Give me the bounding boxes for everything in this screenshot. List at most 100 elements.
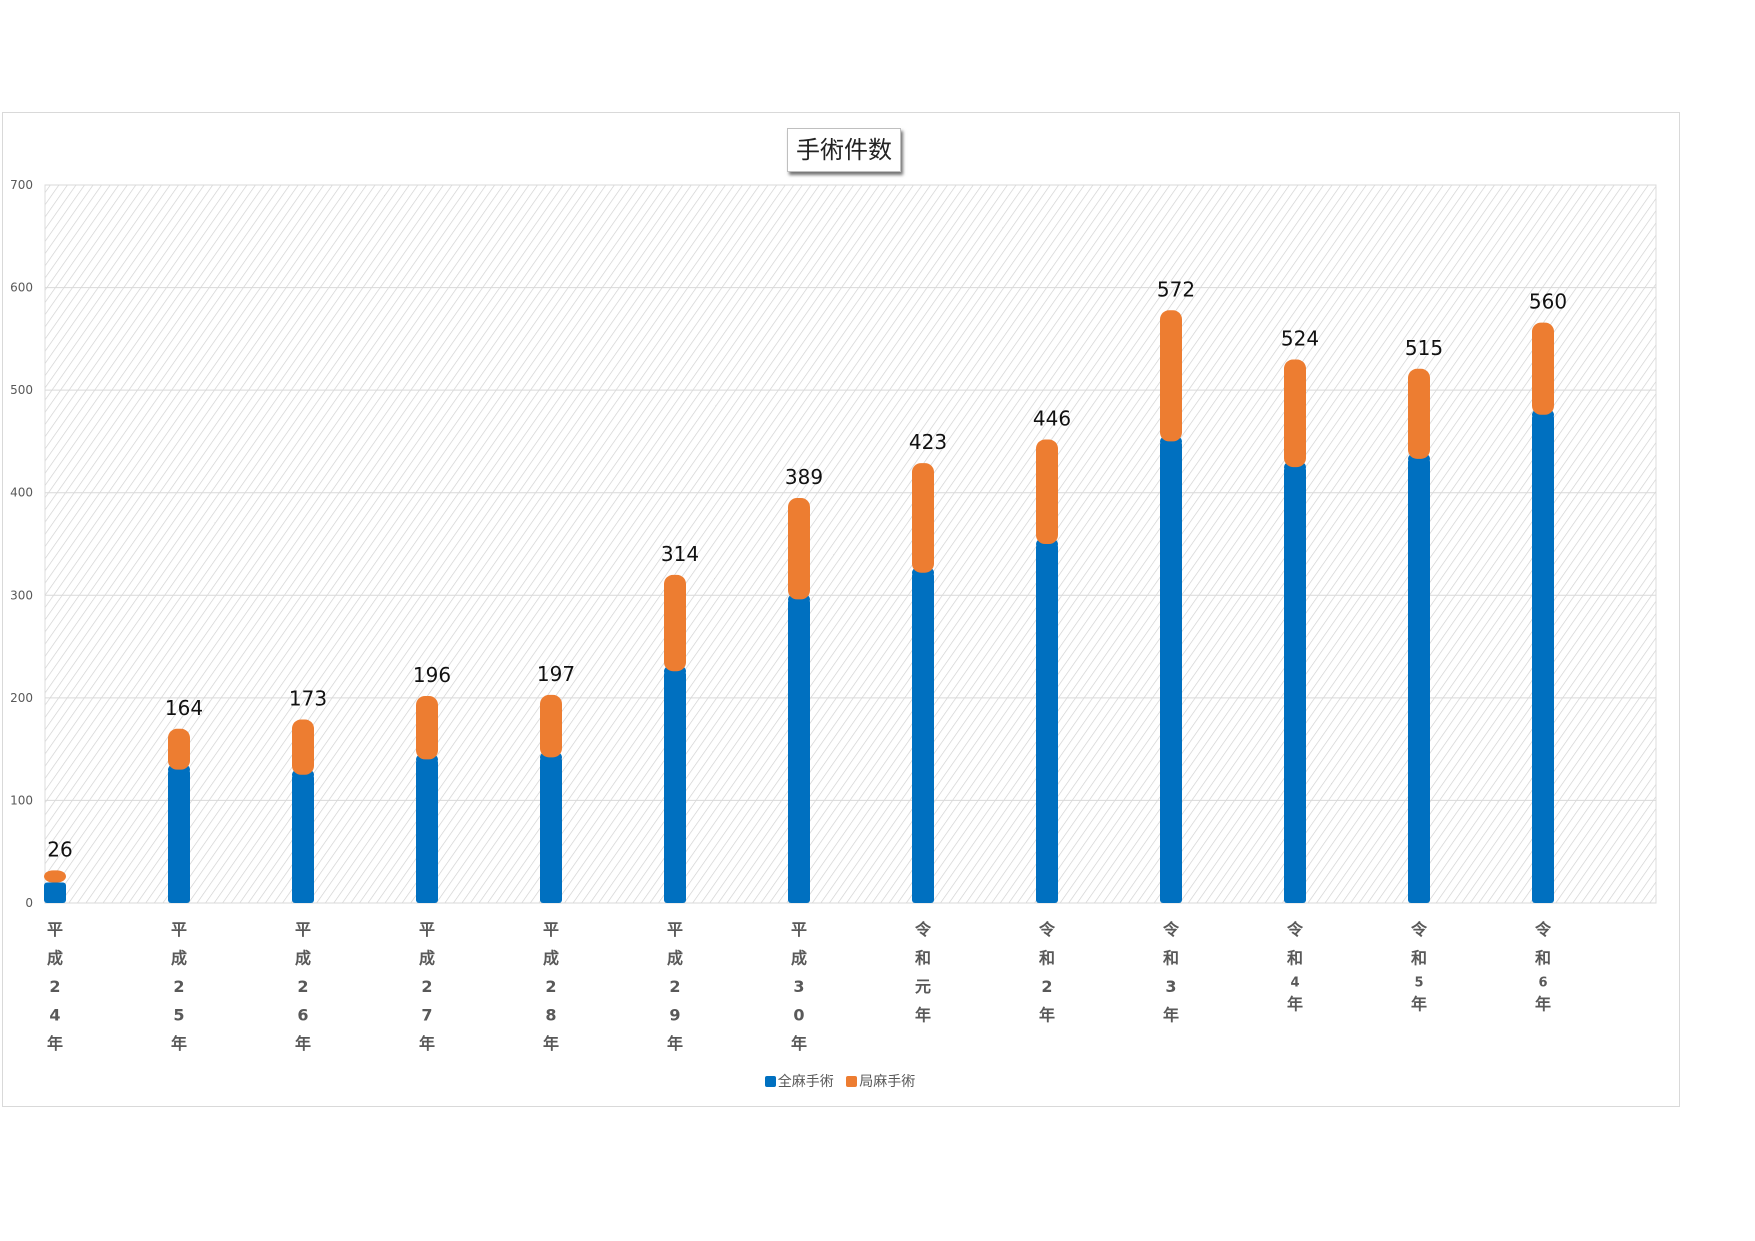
bar-local <box>1160 310 1182 442</box>
total-data-label: 389 <box>785 465 823 489</box>
bar-general <box>44 882 66 903</box>
x-tick-label: 成 <box>543 949 559 968</box>
x-tick-label: 4 <box>1290 976 1299 991</box>
bar-general <box>1036 544 1058 903</box>
x-tick-label: 4 <box>49 1006 60 1025</box>
x-tick-label: 令 <box>914 920 932 939</box>
x-tick-label: 2 <box>297 977 308 996</box>
y-tick-label: 400 <box>10 486 33 500</box>
bar-local <box>664 574 686 672</box>
x-tick-label: 6 <box>1538 976 1547 991</box>
x-tick-label: 5 <box>173 1006 184 1025</box>
legend-label: 局麻手術 <box>859 1074 916 1090</box>
x-tick-label: 2 <box>421 977 432 996</box>
x-tick-label: 元 <box>915 977 931 996</box>
x-tick-label: 令 <box>1038 920 1056 939</box>
bar-general <box>1160 441 1182 903</box>
bar-local <box>1036 439 1058 544</box>
bar-local <box>168 728 190 770</box>
total-data-label: 314 <box>661 542 699 566</box>
bar-local <box>912 463 934 573</box>
bar-local <box>1408 368 1430 459</box>
bars <box>44 310 1554 903</box>
bar-local <box>1532 322 1554 415</box>
x-tick-label: 平 <box>171 920 187 939</box>
x-tick-label: 2 <box>49 977 60 996</box>
x-tick-label: 2 <box>1041 977 1052 996</box>
x-tick-label: 令 <box>1410 920 1428 939</box>
y-tick-label: 300 <box>10 588 33 602</box>
x-tick-label: 年 <box>1535 995 1551 1014</box>
x-tick-label: 令 <box>1162 920 1180 939</box>
x-tick-label: 平 <box>47 920 63 939</box>
x-tick-label: 平 <box>667 920 683 939</box>
total-data-label: 560 <box>1529 290 1567 314</box>
x-tick-label: 5 <box>1414 976 1423 991</box>
bar-general <box>1284 467 1306 903</box>
bar-general <box>292 774 314 903</box>
x-tick-label: 年 <box>47 1034 63 1053</box>
total-data-label: 197 <box>537 662 575 686</box>
x-tick-label: 和 <box>1039 949 1055 968</box>
y-tick-label: 100 <box>10 793 33 807</box>
x-tick-label: 成 <box>47 949 63 968</box>
x-tick-label: 7 <box>421 1006 432 1025</box>
data-labels: 26 164 173 196 197 314 389 423 446 572 524 515 560 <box>47 277 1567 861</box>
total-data-label: 524 <box>1281 327 1319 351</box>
x-tick-label: 年 <box>171 1034 187 1053</box>
total-data-label: 423 <box>909 430 947 454</box>
x-tick-label: 年 <box>1039 1006 1055 1025</box>
x-tick-label: 年 <box>1163 1006 1179 1025</box>
x-tick-label: 成 <box>171 949 187 968</box>
x-tick-label: 成 <box>791 949 807 968</box>
bar-general <box>416 759 438 903</box>
x-tick-label: 2 <box>545 977 556 996</box>
x-tick-label: 年 <box>1411 995 1427 1014</box>
bar-general <box>1408 458 1430 903</box>
x-tick-label: 和 <box>1411 949 1427 968</box>
x-tick-label: 年 <box>419 1034 435 1053</box>
total-data-label: 446 <box>1033 407 1071 431</box>
total-data-label: 572 <box>1157 277 1195 301</box>
bar-local <box>788 497 810 600</box>
x-tick-label: 和 <box>1287 949 1303 968</box>
legend-item-local-anesthesia: 局麻手術 <box>846 1071 915 1091</box>
total-data-label: 196 <box>413 663 451 687</box>
total-data-label: 515 <box>1405 336 1443 360</box>
legend-swatch-icon <box>846 1076 858 1087</box>
x-tick-label: 成 <box>295 949 311 968</box>
bar-local <box>540 694 562 758</box>
bar-local <box>292 719 314 775</box>
x-tick-label: 平 <box>791 920 807 939</box>
x-tick-label: 3 <box>793 977 804 996</box>
x-tick-label: 成 <box>419 949 435 968</box>
x-tick-label: 年 <box>791 1034 807 1053</box>
y-tick-label: 0 <box>25 896 33 910</box>
x-tick-label: 和 <box>1163 949 1179 968</box>
legend-label: 全麻手術 <box>777 1074 834 1090</box>
x-tick-label: 8 <box>545 1006 556 1025</box>
x-tick-label: 和 <box>1535 949 1551 968</box>
bar-local <box>416 695 438 760</box>
x-tick-label: 平 <box>295 920 311 939</box>
x-tick-label: 9 <box>669 1006 680 1025</box>
bar-general <box>1532 414 1554 903</box>
x-tick-label: 6 <box>297 1006 308 1025</box>
x-tick-label: 令 <box>1286 920 1304 939</box>
y-tick-label: 600 <box>10 281 33 295</box>
x-tick-label: 成 <box>667 949 683 968</box>
legend: 全麻手術 局麻手術 <box>0 1071 1680 1091</box>
x-tick-label: 年 <box>543 1034 559 1053</box>
x-tick-label: 和 <box>915 949 931 968</box>
bar-general <box>788 599 810 903</box>
y-tick-label: 200 <box>10 691 33 705</box>
y-tick-label: 500 <box>10 383 33 397</box>
x-tick-label: 年 <box>1287 995 1303 1014</box>
total-data-label: 26 <box>47 837 72 861</box>
legend-item-general-anesthesia: 全麻手術 <box>764 1071 834 1091</box>
bar-local <box>1284 359 1306 468</box>
x-tick-label: 平 <box>419 920 435 939</box>
bar-general <box>168 769 190 903</box>
